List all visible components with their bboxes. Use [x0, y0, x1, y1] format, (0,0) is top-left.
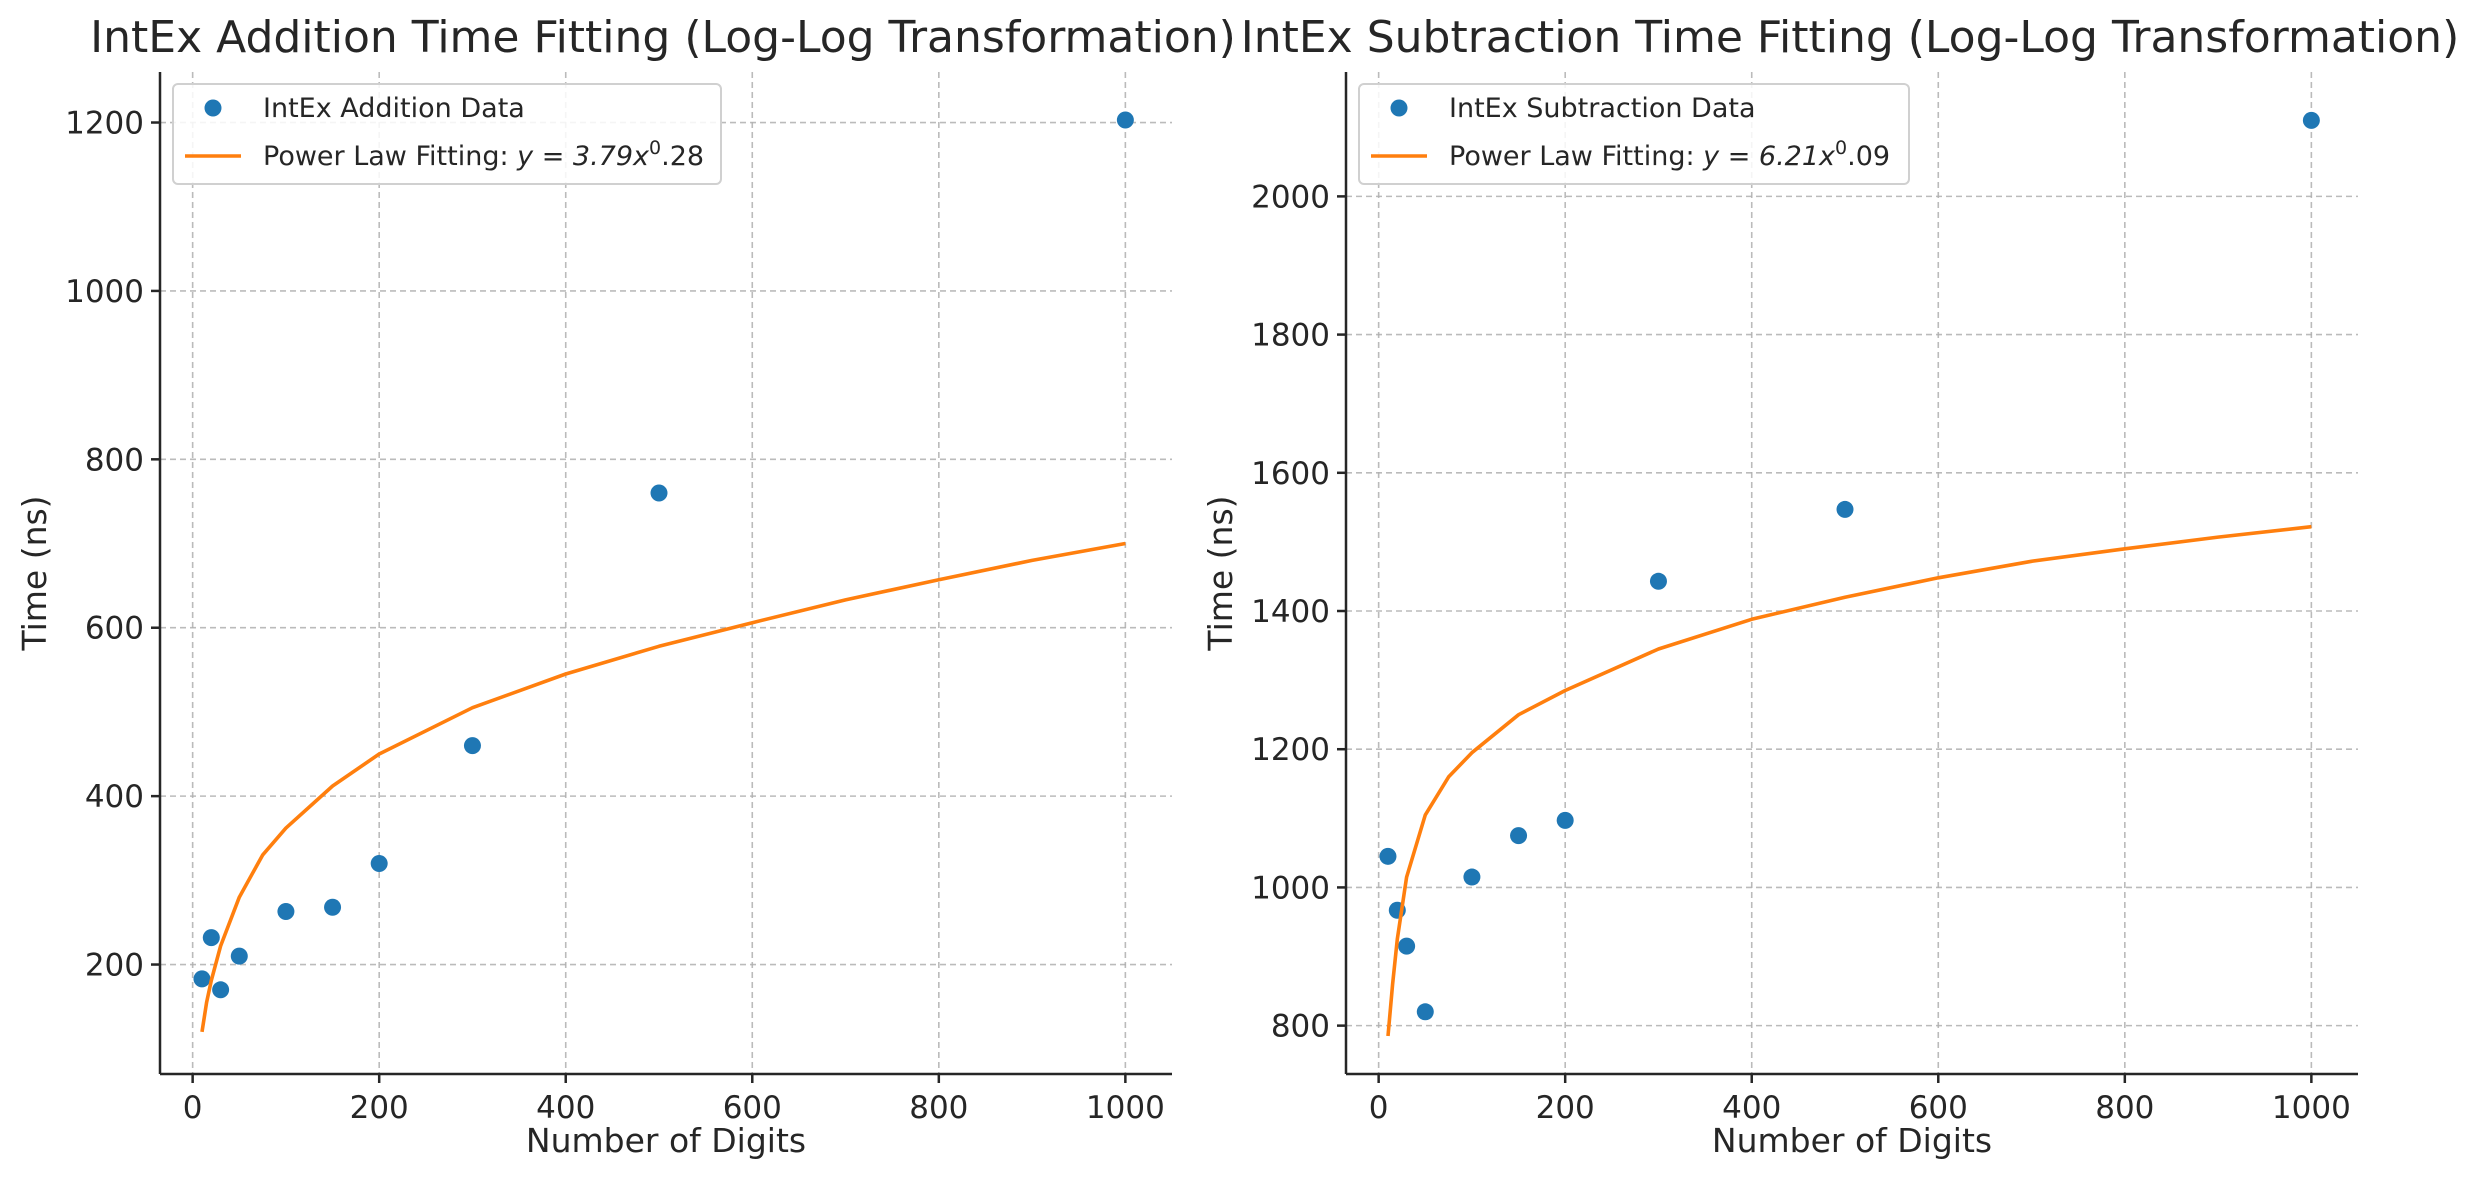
data-point — [463, 737, 481, 755]
x-tick-label: 800 — [2095, 1090, 2154, 1126]
y-tick-label: 1800 — [1251, 318, 1330, 354]
legend-label-prefix: Power Law Fitting: — [1449, 141, 1703, 172]
legend-label-math: y = 3.79x — [516, 141, 650, 172]
x-tick-label: 0 — [1369, 1090, 1389, 1126]
fit-line — [200, 541, 1126, 1033]
legend-label-sup: 0 — [649, 137, 661, 159]
data-point — [1416, 1003, 1434, 1021]
data-point — [277, 902, 295, 920]
chart-title: IntEx Addition Time Fitting (Log-Log Tra… — [90, 12, 1236, 63]
data-point — [230, 947, 248, 965]
data-point — [1556, 811, 1574, 829]
y-tick-label: 1200 — [65, 106, 144, 142]
y-tick-label: 1200 — [1251, 732, 1330, 768]
y-tick-label: 2000 — [1251, 179, 1330, 215]
y-tick-label: 1400 — [1251, 594, 1330, 630]
legend-label: Power Law Fitting: y = 3.79x0.28 — [263, 137, 704, 172]
data-point — [1398, 937, 1416, 955]
x-tick-label: 200 — [350, 1090, 409, 1126]
data-point — [193, 970, 211, 988]
data-point — [370, 854, 388, 872]
data-point — [1463, 868, 1481, 886]
legend-box — [172, 83, 722, 185]
x-tick-label: 200 — [1536, 1090, 1595, 1126]
chart-title: IntEx Subtraction Time Fitting (Log-Log … — [1241, 12, 2459, 63]
x-axis-label: Number of Digits — [1712, 1121, 1992, 1160]
data-point — [1116, 111, 1134, 129]
y-axis-label: Time (ns) — [1201, 495, 1240, 651]
legend-label: IntEx Addition Data — [263, 93, 525, 124]
legend-label: IntEx Subtraction Data — [1449, 93, 1756, 124]
y-tick-label: 400 — [85, 779, 144, 815]
x-tick-label: 1000 — [2272, 1090, 2351, 1126]
data-point — [1510, 827, 1528, 845]
legend-marker-swatch — [1390, 99, 1408, 117]
data-point — [202, 929, 220, 947]
legend-label-suffix: .28 — [661, 141, 704, 172]
y-tick-label: 200 — [85, 948, 144, 984]
legend-label-prefix: Power Law Fitting: — [263, 141, 517, 172]
legend: IntEx Subtraction Data Power Law Fitting:… — [1358, 83, 1910, 185]
fit-line — [1386, 524, 2312, 1037]
x-tick-label: 400 — [1722, 1090, 1781, 1126]
legend-label-sup: 0 — [1835, 137, 1847, 159]
x-axis-label: Number of Digits — [526, 1121, 806, 1160]
y-tick-label: 1000 — [1251, 870, 1330, 906]
data-point — [2302, 111, 2320, 129]
data-point — [650, 484, 668, 502]
y-axis-label: Time (ns) — [15, 495, 54, 651]
y-tick-label: 600 — [85, 611, 144, 647]
y-tick-label: 1600 — [1251, 456, 1330, 492]
chart-panel-2: 0 200 400 600 800 1000 800 1000 1200 1400 1600 1800… — [1201, 12, 2459, 1160]
data-point — [1649, 572, 1667, 590]
x-tick-label: 1000 — [1086, 1090, 1165, 1126]
x-tick-label: 800 — [909, 1090, 968, 1126]
legend-label: Power Law Fitting: y = 6.21x0.09 — [1449, 137, 1890, 172]
data-point — [212, 981, 230, 999]
y-tick-label: 1000 — [65, 274, 144, 310]
legend-box — [1358, 83, 1910, 185]
legend: IntEx Addition Data Power Law Fitting: y … — [172, 83, 722, 185]
legend-marker-swatch — [204, 99, 222, 117]
x-tick-label: 600 — [1909, 1090, 1968, 1126]
x-tick-label: 600 — [723, 1090, 782, 1126]
data-point — [1836, 500, 1854, 518]
legend-label-suffix: .09 — [1847, 141, 1890, 172]
y-tick-label: 800 — [1271, 1009, 1330, 1045]
legend-label-math: y = 6.21x — [1702, 141, 1836, 172]
y-tick-label: 800 — [85, 442, 144, 478]
x-tick-label: 0 — [183, 1090, 203, 1126]
x-tick-label: 400 — [536, 1090, 595, 1126]
data-point — [324, 898, 342, 916]
chart-panel-1: 0 200 400 600 800 1000 200 400 600 800 1000 1200 Int… — [15, 12, 1236, 1160]
data-point — [1379, 847, 1397, 865]
